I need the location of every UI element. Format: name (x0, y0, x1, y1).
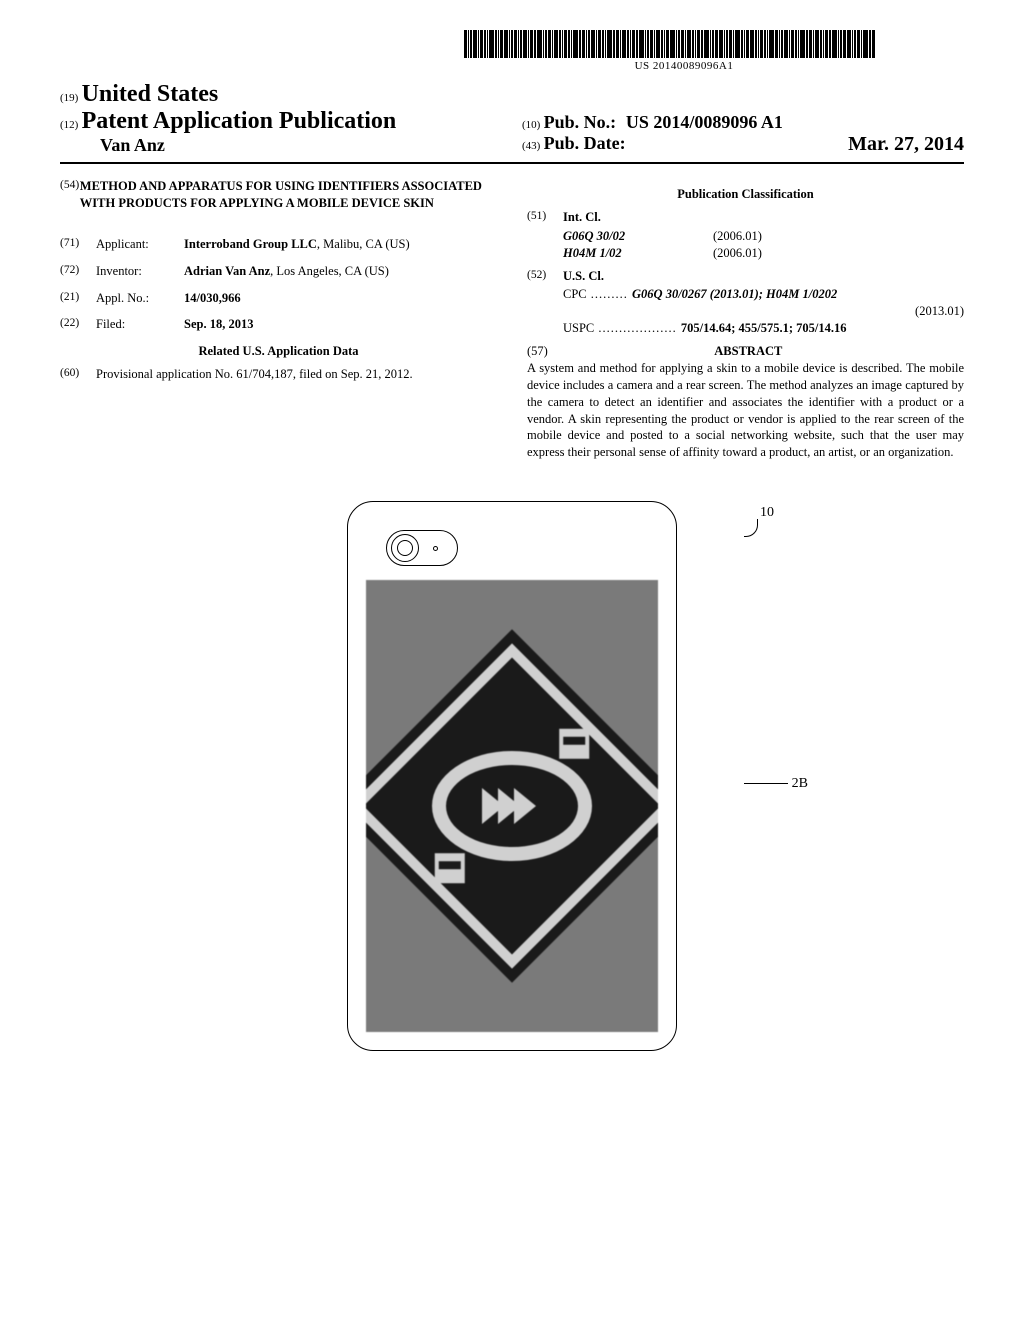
filed-date: Sep. 18, 2013 (184, 316, 497, 333)
invention-title: METHOD AND APPARATUS FOR USING IDENTIFIE… (80, 178, 497, 212)
uspc-value: 705/14.64; 455/575.1; 705/14.16 (681, 321, 847, 335)
uspc-label: USPC (563, 321, 594, 335)
code-54: (54) (60, 178, 80, 226)
camera-module (386, 530, 458, 566)
applno: 14/030,966 (184, 290, 497, 307)
cpc-label: CPC (563, 287, 587, 301)
related-heading: Related U.S. Application Data (60, 343, 497, 360)
skin-logo (366, 629, 658, 983)
rear-screen (366, 580, 658, 1032)
applicant-label: Applicant: (96, 236, 184, 253)
logo-oval (432, 751, 592, 861)
logo-badge-bottom (435, 853, 465, 883)
code-52: (52) (527, 268, 563, 285)
code-10: (10) (522, 119, 540, 131)
logo-badge-top (559, 729, 589, 759)
intcl-label: Int. Cl. (563, 209, 601, 226)
callout-10: 10 (760, 505, 774, 521)
code-22: (22) (60, 316, 96, 333)
abstract-label: ABSTRACT (548, 343, 949, 360)
filed-label: Filed: (96, 316, 184, 333)
callout-10-leader (744, 519, 758, 537)
pubdate: Mar. 27, 2014 (848, 133, 964, 156)
barcode: US 20140089096A1 (464, 30, 904, 72)
applno-label: Appl. No.: (96, 290, 184, 307)
divider (60, 162, 964, 164)
uscl-label: U.S. Cl. (563, 268, 604, 285)
body-columns: (54) METHOD AND APPARATUS FOR USING IDEN… (60, 178, 964, 461)
camera-flash-icon (433, 546, 438, 551)
camera-lens-icon (391, 534, 419, 562)
code-51: (51) (527, 209, 563, 226)
cpc-value-2: (2013.01) (527, 303, 964, 320)
applicant-location: , Malibu, CA (US) (317, 237, 410, 251)
pubno: US 2014/0089096 A1 (626, 112, 783, 132)
barcode-region: US 20140089096A1 (60, 30, 964, 73)
country: United States (82, 81, 219, 107)
intcl2-code: H04M 1/02 (563, 245, 713, 262)
intcl1-code: G06Q 30/02 (563, 228, 713, 245)
logo-arrows-icon (488, 788, 536, 824)
header: (19) United States (12) Patent Applicati… (60, 81, 964, 156)
pubdate-label: Pub. Date: (544, 133, 626, 153)
code-12: (12) (60, 119, 78, 131)
callout-2b: 2B (792, 776, 808, 792)
inventor-label: Inventor: (96, 263, 184, 280)
left-column: (54) METHOD AND APPARATUS FOR USING IDEN… (60, 178, 497, 461)
barcode-number: US 20140089096A1 (464, 60, 904, 72)
code-57: (57) (527, 344, 548, 358)
inventor-name: Adrian Van Anz (184, 264, 270, 278)
pubclass-heading: Publication Classification (527, 186, 964, 203)
code-71: (71) (60, 236, 96, 253)
inventor-location: , Los Angeles, CA (US) (270, 264, 389, 278)
applicant-name: Interroband Group LLC (184, 237, 317, 251)
phone-outline (347, 501, 677, 1051)
code-60: (60) (60, 366, 96, 383)
doc-type: Patent Application Publication (82, 108, 397, 134)
code-19: (19) (60, 92, 78, 104)
intcl1-date: (2006.01) (713, 228, 762, 245)
provisional-text: Provisional application No. 61/704,187, … (96, 366, 497, 383)
pubno-label: Pub. No.: (544, 112, 617, 132)
cpc-value: G06Q 30/0267 (2013.01); H04M 1/0202 (632, 287, 837, 301)
right-column: Publication Classification (51) Int. Cl.… (527, 178, 964, 461)
code-43: (43) (522, 140, 540, 152)
figure: 10 2B (60, 501, 964, 1051)
abstract-text: A system and method for applying a skin … (527, 360, 964, 461)
code-21: (21) (60, 290, 96, 307)
intcl2-date: (2006.01) (713, 245, 762, 262)
code-72: (72) (60, 263, 96, 280)
callout-2b-leader (744, 783, 788, 784)
barcode-stripes (464, 30, 904, 58)
author-name: Van Anz (60, 135, 502, 156)
